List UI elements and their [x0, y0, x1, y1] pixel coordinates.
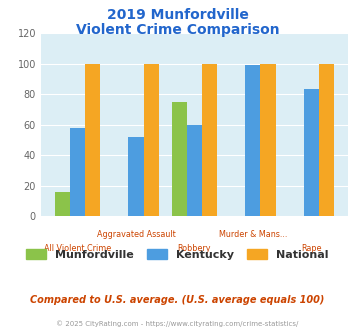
Bar [304, 89, 319, 216]
Bar [260, 63, 275, 216]
Bar [171, 102, 187, 216]
Text: All Violent Crime: All Violent Crime [44, 244, 111, 253]
Bar [245, 65, 260, 216]
Text: Rape: Rape [301, 244, 321, 253]
Bar [70, 128, 85, 216]
Text: Violent Crime Comparison: Violent Crime Comparison [76, 23, 279, 37]
Bar [202, 63, 217, 216]
Text: Robbery: Robbery [178, 244, 211, 253]
Legend: Munfordville, Kentucky, National: Munfordville, Kentucky, National [26, 249, 329, 260]
Text: Aggravated Assault: Aggravated Assault [97, 230, 175, 239]
Bar [143, 63, 159, 216]
Bar [187, 124, 202, 216]
Bar [85, 63, 100, 216]
Text: Compared to U.S. average. (U.S. average equals 100): Compared to U.S. average. (U.S. average … [30, 295, 325, 305]
Text: 2019 Munfordville: 2019 Munfordville [106, 8, 248, 22]
Bar [55, 192, 70, 216]
Text: Murder & Mans...: Murder & Mans... [219, 230, 287, 239]
Bar [319, 63, 334, 216]
Bar [129, 137, 143, 216]
Text: © 2025 CityRating.com - https://www.cityrating.com/crime-statistics/: © 2025 CityRating.com - https://www.city… [56, 320, 299, 327]
